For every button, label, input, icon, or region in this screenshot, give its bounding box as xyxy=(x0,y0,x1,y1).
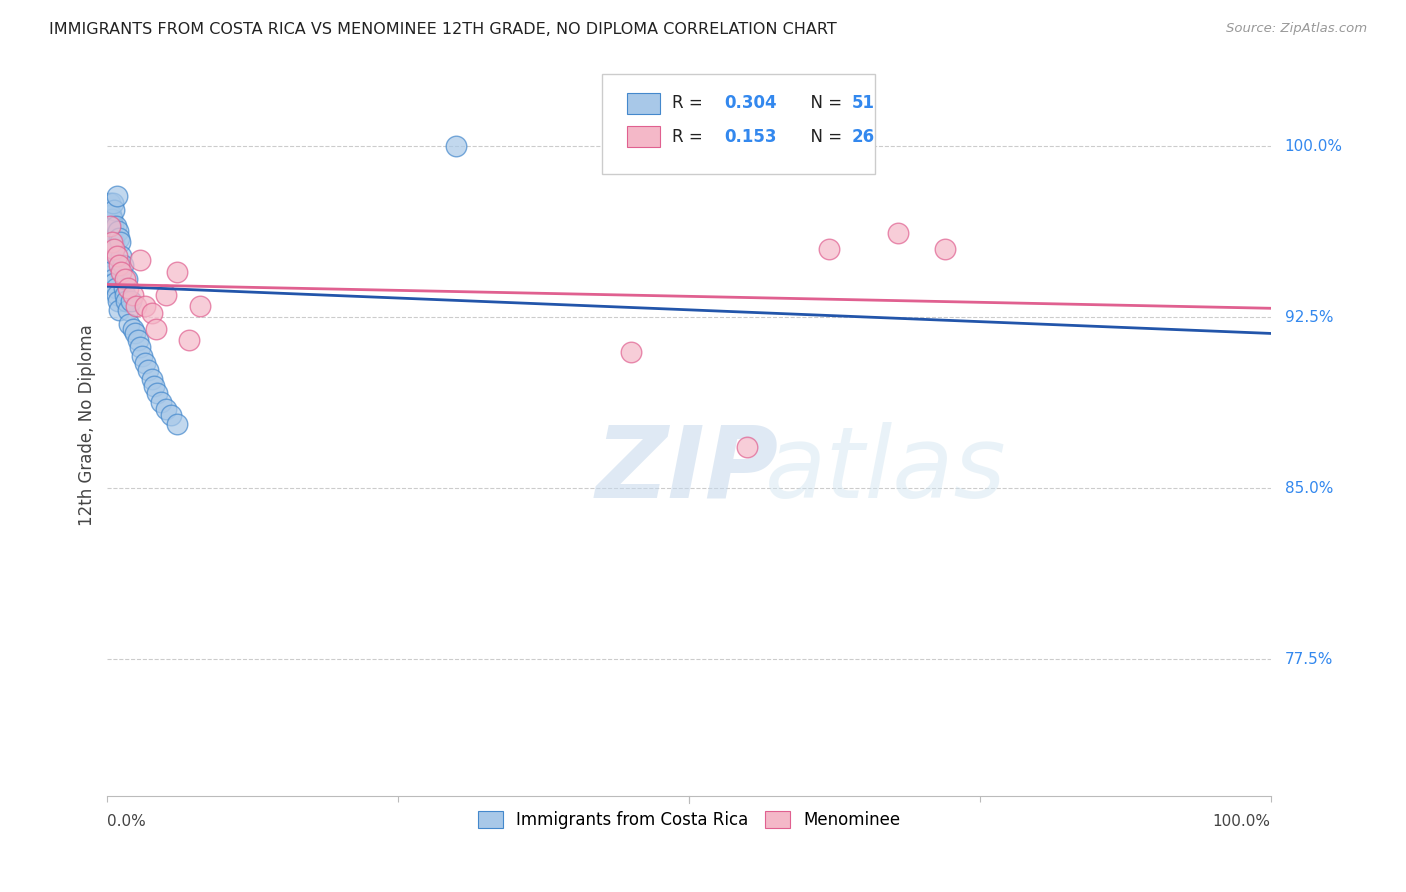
Text: 100.0%: 100.0% xyxy=(1285,139,1343,153)
Text: 0.0%: 0.0% xyxy=(107,814,146,830)
Bar xyxy=(627,93,659,113)
Point xyxy=(136,363,159,377)
Point xyxy=(101,246,124,260)
Point xyxy=(118,317,141,331)
Point xyxy=(110,265,132,279)
Text: 0.304: 0.304 xyxy=(724,95,776,112)
Text: N =: N = xyxy=(800,95,846,112)
Point xyxy=(166,265,188,279)
Point xyxy=(98,219,121,234)
Point xyxy=(131,349,153,363)
Point xyxy=(142,378,165,392)
Point xyxy=(105,249,128,263)
Point xyxy=(127,333,149,347)
Point xyxy=(146,385,169,400)
Point xyxy=(446,139,468,153)
Text: IMMIGRANTS FROM COSTA RICA VS MENOMINEE 12TH GRADE, NO DIPLOMA CORRELATION CHART: IMMIGRANTS FROM COSTA RICA VS MENOMINEE … xyxy=(49,22,837,37)
Point xyxy=(120,294,142,309)
Point xyxy=(129,253,152,268)
Point xyxy=(101,212,124,227)
Point xyxy=(98,196,121,211)
Point xyxy=(107,294,129,309)
Text: Source: ZipAtlas.com: Source: ZipAtlas.com xyxy=(1226,22,1367,36)
Point xyxy=(141,372,163,386)
Point xyxy=(735,440,758,454)
Point xyxy=(97,249,120,263)
Point xyxy=(887,226,910,240)
Point xyxy=(108,230,131,244)
Point xyxy=(103,219,125,234)
Point xyxy=(107,224,129,238)
Point xyxy=(160,409,183,423)
Point xyxy=(112,281,135,295)
Point xyxy=(129,340,152,354)
Point xyxy=(97,235,120,249)
Point xyxy=(110,249,132,263)
Text: 0.153: 0.153 xyxy=(724,128,776,145)
Point xyxy=(108,235,131,249)
Point xyxy=(620,344,643,359)
Legend: Immigrants from Costa Rica, Menominee: Immigrants from Costa Rica, Menominee xyxy=(471,805,907,836)
Point xyxy=(934,242,956,256)
Point xyxy=(108,258,131,272)
Point xyxy=(98,265,121,279)
Text: 26: 26 xyxy=(852,128,875,145)
Point xyxy=(103,276,125,290)
Point xyxy=(115,294,138,309)
Point xyxy=(134,299,156,313)
Point xyxy=(98,219,121,234)
Point xyxy=(115,271,138,285)
Bar xyxy=(627,127,659,147)
Point xyxy=(114,271,136,285)
Text: atlas: atlas xyxy=(765,422,1007,518)
Point xyxy=(101,235,124,249)
Point xyxy=(114,287,136,301)
Text: R =: R = xyxy=(672,128,707,145)
Text: N =: N = xyxy=(800,128,846,145)
Text: ZIP: ZIP xyxy=(596,422,779,518)
Point xyxy=(103,203,125,218)
Text: R =: R = xyxy=(672,95,707,112)
Point xyxy=(108,303,131,318)
FancyBboxPatch shape xyxy=(602,74,875,174)
Point xyxy=(100,208,122,222)
Point xyxy=(100,242,122,256)
Point xyxy=(190,299,212,313)
Point xyxy=(117,281,139,295)
Point xyxy=(101,230,124,244)
Text: 77.5%: 77.5% xyxy=(1285,652,1333,667)
Point xyxy=(155,287,177,301)
Point xyxy=(103,235,125,249)
Point xyxy=(155,401,177,416)
Point xyxy=(134,356,156,370)
Text: 100.0%: 100.0% xyxy=(1213,814,1271,830)
Point xyxy=(105,287,128,301)
Point xyxy=(817,242,839,256)
Point xyxy=(166,417,188,432)
Point xyxy=(141,306,163,320)
Text: 85.0%: 85.0% xyxy=(1285,481,1333,496)
Point xyxy=(145,322,167,336)
Point xyxy=(149,394,172,409)
Point xyxy=(103,242,125,256)
Point xyxy=(105,189,128,203)
Text: 51: 51 xyxy=(852,95,875,112)
Point xyxy=(122,287,145,301)
Point xyxy=(100,226,122,240)
Text: 92.5%: 92.5% xyxy=(1285,310,1333,325)
Y-axis label: 12th Grade, No Diploma: 12th Grade, No Diploma xyxy=(79,325,96,526)
Point xyxy=(104,281,127,295)
Point xyxy=(122,322,145,336)
Point xyxy=(104,219,127,234)
Point xyxy=(100,258,122,272)
Point xyxy=(124,326,146,341)
Point xyxy=(117,303,139,318)
Point xyxy=(177,333,200,347)
Point xyxy=(103,271,125,285)
Point xyxy=(111,258,134,272)
Point xyxy=(125,299,148,313)
Point xyxy=(103,196,125,211)
